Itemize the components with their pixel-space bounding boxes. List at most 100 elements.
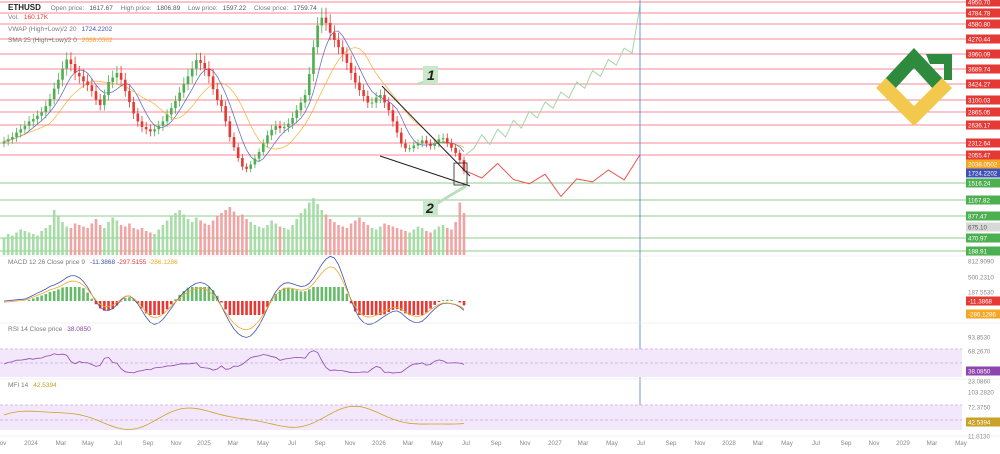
volume-bar bbox=[116, 221, 119, 256]
low-value: 1597.22 bbox=[223, 5, 247, 12]
candle-body bbox=[53, 89, 56, 99]
price-tag-label: 2055.47 bbox=[968, 152, 991, 159]
candle-body bbox=[421, 140, 424, 143]
time-axis-label: 2026 bbox=[372, 440, 386, 447]
volume-bar bbox=[11, 236, 14, 256]
candle-body bbox=[392, 110, 395, 121]
volume-bar bbox=[354, 221, 357, 256]
sma-value: 2038.0502 bbox=[82, 37, 113, 44]
logo-yellow-chevron bbox=[876, 78, 952, 126]
price-tag-label: 3960.09 bbox=[968, 51, 991, 58]
price-tag-label: 4950.70 bbox=[968, 0, 991, 6]
candle-body bbox=[270, 130, 273, 136]
price-tag-label: 4270.44 bbox=[968, 36, 991, 43]
candle-body bbox=[61, 68, 64, 79]
candle-body bbox=[162, 121, 165, 126]
annotation-label-1: 1 bbox=[427, 67, 435, 83]
time-axis-label: Sep bbox=[142, 440, 154, 447]
indicator-tick-label: 68.2670 bbox=[968, 348, 991, 355]
volume-bar bbox=[333, 222, 336, 255]
volume-bar bbox=[438, 227, 441, 256]
macd-v3: -286.1286 bbox=[148, 259, 177, 266]
volume-bar bbox=[241, 215, 244, 256]
candle-body bbox=[32, 119, 35, 121]
price-tag-label: 3689.74 bbox=[968, 66, 991, 73]
candle-body bbox=[70, 60, 73, 64]
open-label: Open price: bbox=[51, 5, 85, 12]
candle-body bbox=[333, 33, 336, 40]
close-value: 1759.74 bbox=[293, 5, 317, 12]
volume-bar bbox=[178, 210, 181, 255]
macd-hist-bar bbox=[254, 301, 257, 315]
candle-body bbox=[24, 126, 27, 129]
volume-bar bbox=[358, 218, 361, 256]
macd-hist-bar bbox=[346, 294, 349, 301]
candle-body bbox=[262, 144, 265, 152]
macd-hist-bar bbox=[32, 298, 35, 301]
volume-bar bbox=[15, 233, 18, 256]
candle-body bbox=[3, 141, 6, 143]
macd-hist-bar bbox=[325, 287, 328, 301]
candle-body bbox=[111, 77, 114, 82]
volume-bar bbox=[53, 210, 56, 255]
macd-hist-bar bbox=[220, 301, 223, 303]
candle-body bbox=[275, 126, 278, 130]
candle-body bbox=[329, 23, 332, 33]
volume-bar bbox=[65, 227, 68, 256]
candle-body bbox=[291, 118, 294, 124]
volume-bar bbox=[191, 222, 194, 255]
macd-hist-bar bbox=[316, 287, 319, 301]
volume-bar bbox=[387, 225, 390, 255]
price-tag-label: 2865.05 bbox=[968, 109, 991, 116]
macd-hist-bar bbox=[237, 301, 240, 315]
volume-bar bbox=[375, 230, 378, 256]
candle-body bbox=[295, 110, 298, 118]
volume-bar bbox=[233, 212, 236, 256]
indicator-tick-label: 11.8130 bbox=[968, 433, 990, 440]
macd-hist-bar bbox=[166, 301, 169, 309]
price-tag-label: 1516.24 bbox=[968, 180, 991, 187]
price-tag-label: 2636.17 bbox=[968, 122, 991, 129]
volume-bar bbox=[74, 224, 77, 256]
volume-bar bbox=[82, 227, 85, 256]
candle-body bbox=[103, 95, 106, 105]
price-tag-label: 2312.64 bbox=[968, 140, 991, 147]
brand-logo bbox=[876, 48, 952, 126]
macd-hist-bar bbox=[245, 301, 248, 315]
candle-body bbox=[91, 85, 94, 91]
volume-bar bbox=[425, 231, 428, 255]
volume-bar bbox=[183, 215, 186, 256]
sma-legend: SMA 25 (High+Low)/2 0 2038.0502 bbox=[8, 37, 113, 44]
candle-body bbox=[137, 113, 140, 121]
volume-bar bbox=[237, 216, 240, 255]
time-axis-label: 2027 bbox=[548, 440, 562, 447]
macd-hist-bar bbox=[433, 301, 436, 305]
sma-label: SMA 25 (High+Low)/2 0 bbox=[8, 37, 77, 44]
candle-body bbox=[107, 82, 110, 95]
macd-hist-bar bbox=[446, 300, 449, 301]
volume-bar bbox=[19, 230, 22, 256]
candle-body bbox=[199, 60, 202, 63]
indicator-tick-label: 103.2820 bbox=[968, 389, 994, 396]
macd-signal-line bbox=[4, 267, 464, 330]
macd-hist-bar bbox=[170, 301, 173, 304]
time-axis-label: Mar bbox=[753, 440, 764, 447]
time-axis-label: Mar bbox=[403, 440, 414, 447]
price-tag-label: 2038.0502 bbox=[968, 161, 998, 168]
price-tag-label: 3424.27 bbox=[968, 81, 991, 88]
macd-hist-bar bbox=[321, 287, 324, 301]
forecast-up-path bbox=[466, 5, 640, 154]
macd-hist-bar bbox=[61, 287, 64, 301]
time-axis-label: 2028 bbox=[722, 440, 736, 447]
macd-hist-bar bbox=[392, 301, 395, 310]
macd-label: MACD 12 26 Close price 9 bbox=[8, 259, 85, 266]
volume-bar bbox=[128, 224, 131, 256]
volume-bar bbox=[249, 222, 252, 255]
macd-hist-bar bbox=[229, 301, 232, 315]
candle-body bbox=[19, 129, 22, 132]
price-tag-label: 877.47 bbox=[968, 213, 987, 220]
candle-body bbox=[245, 167, 248, 169]
indicator-tick-label: 500.2310 bbox=[968, 274, 994, 281]
